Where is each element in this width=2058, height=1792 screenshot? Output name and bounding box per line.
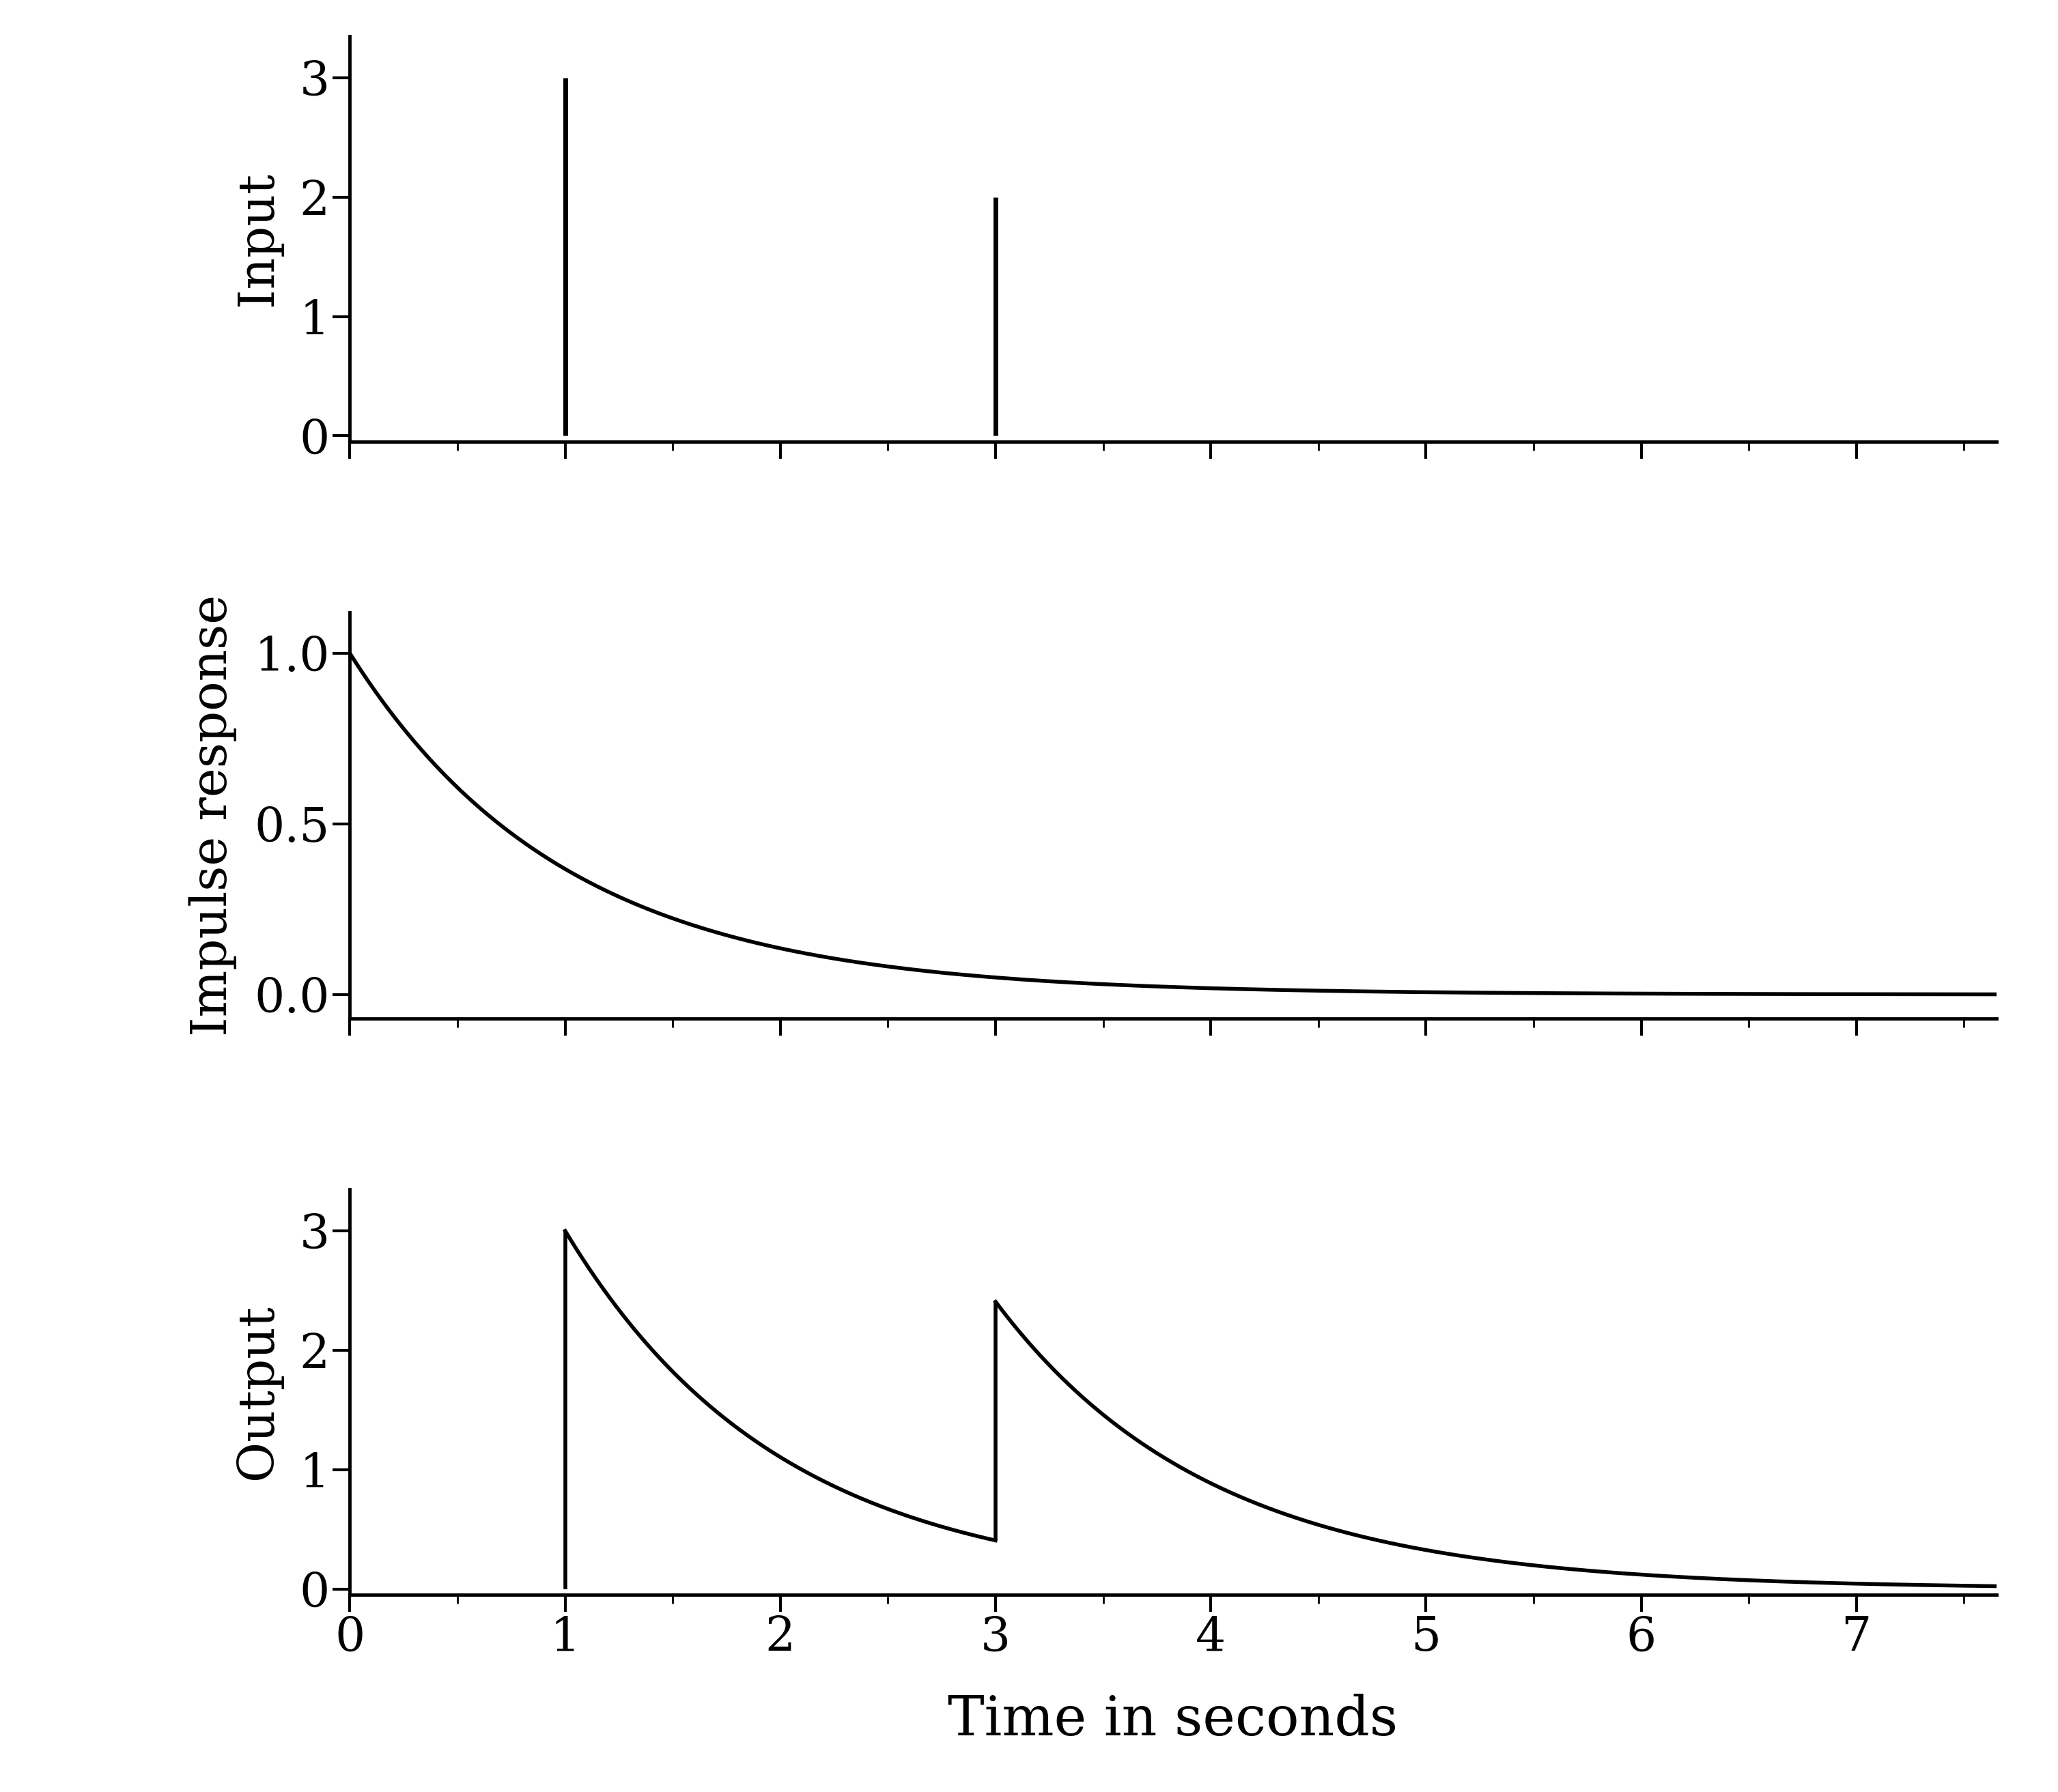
Y-axis label: Input: Input (235, 172, 282, 306)
X-axis label: Time in seconds: Time in seconds (949, 1693, 1397, 1747)
Y-axis label: Impulse response: Impulse response (189, 595, 237, 1036)
Y-axis label: Output: Output (235, 1305, 282, 1480)
